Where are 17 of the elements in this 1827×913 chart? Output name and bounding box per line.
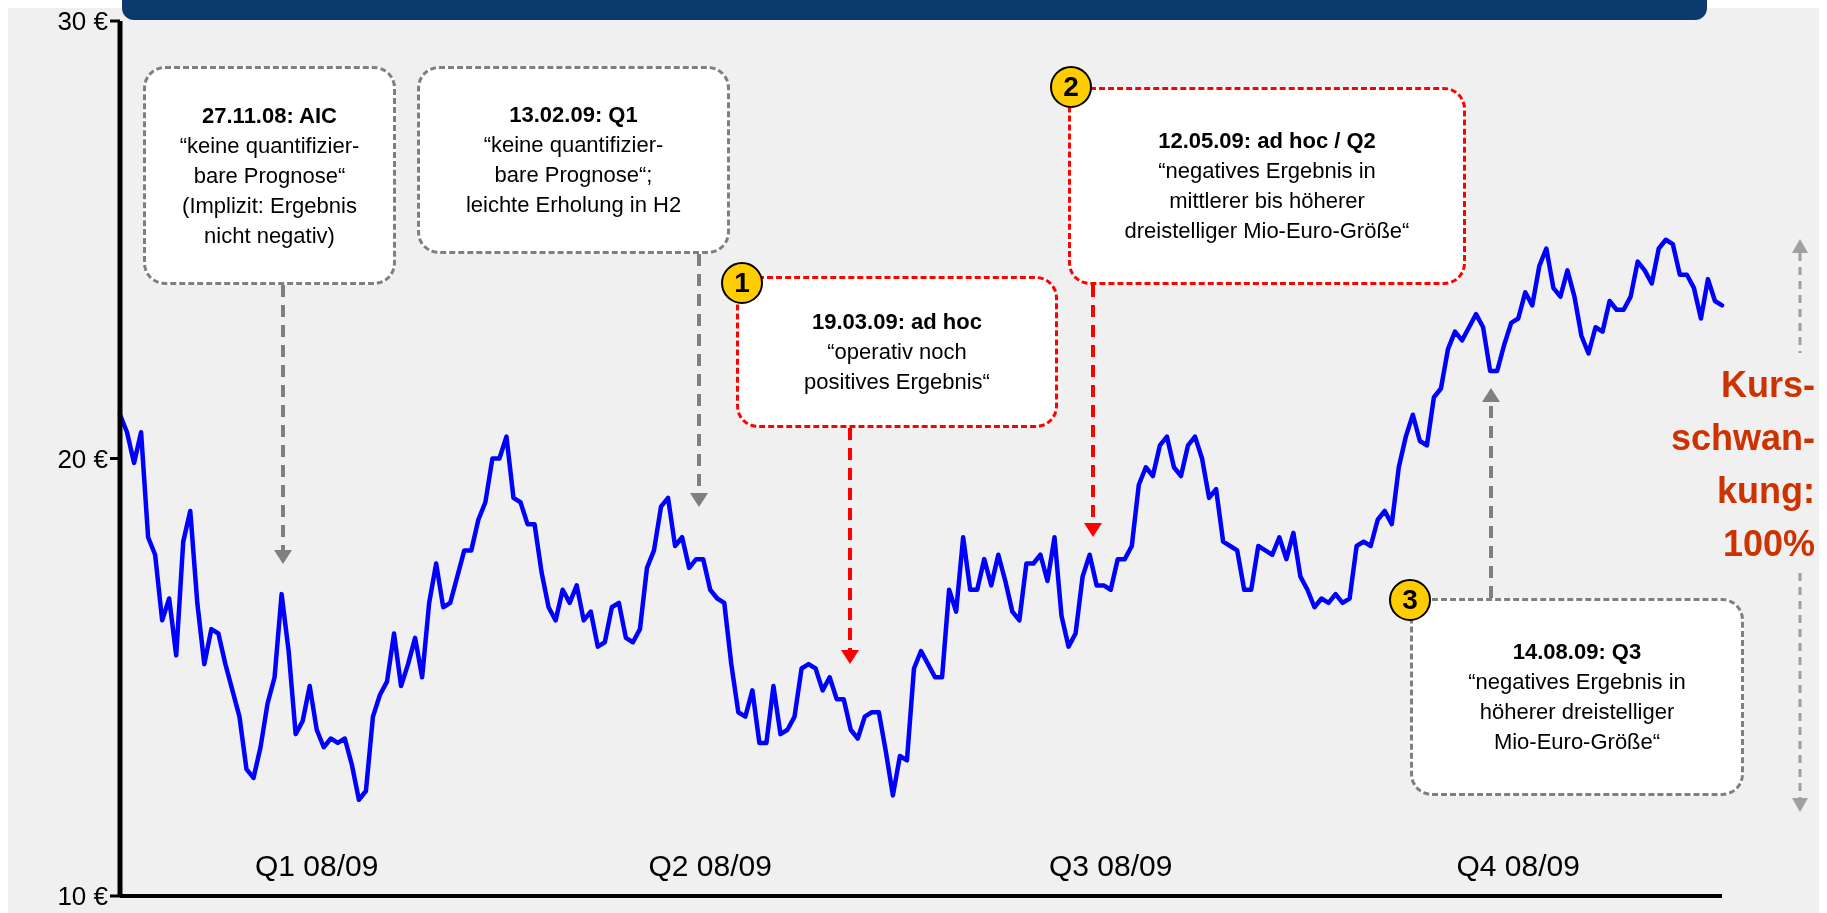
x-tick-label: Q2 08/09 bbox=[648, 849, 772, 882]
callout-box: 13.02.09: Q1 “keine quantifizier- bare Prognose“; leichte Erholung in H2 bbox=[417, 66, 730, 254]
annotation: 1 bbox=[734, 267, 750, 299]
annotation: 19.03.09: ad hoc “operativ noch positives Ergebnis“ bbox=[804, 308, 990, 396]
annotation: Kurs- schwan- kung: 100% bbox=[1670, 363, 1815, 566]
annotation: 14.08.09: Q3 “negatives Ergebnis in höherer dreistelliger Mio-Euro-Größe“ bbox=[1468, 638, 1686, 756]
annotation: 13.02.09: Q1 “keine quantifizier- bare Prognose“; leichte Erholung in H2 bbox=[465, 101, 682, 219]
y-tick-label: 20 € bbox=[57, 443, 109, 474]
y-tick-label: 10 € bbox=[57, 881, 109, 912]
annotation: 27.11.08: AIC “keine quantifizier- bare Prognose“ (Implizit: Ergebnis nicht negativ) bbox=[179, 101, 360, 250]
x-tick-label: Q4 08/09 bbox=[1456, 849, 1580, 882]
annotation: 12.05.09: ad hoc / Q2 “negatives Ergebnis in mittlerer bis höherer dreistelliger Mio-Euro-Größe“ bbox=[1124, 127, 1410, 245]
x-tick-label: Q3 08/09 bbox=[1048, 849, 1173, 882]
y-tick-label: 30 € bbox=[57, 6, 109, 37]
callout-box: 27.11.08: AIC “keine quantifizier- bare Prognose“ (Implizit: Ergebnis nicht negativ) bbox=[143, 66, 396, 285]
x-tick-label: Q1 08/09 bbox=[255, 849, 379, 882]
circle-badge: 1 bbox=[721, 262, 763, 304]
